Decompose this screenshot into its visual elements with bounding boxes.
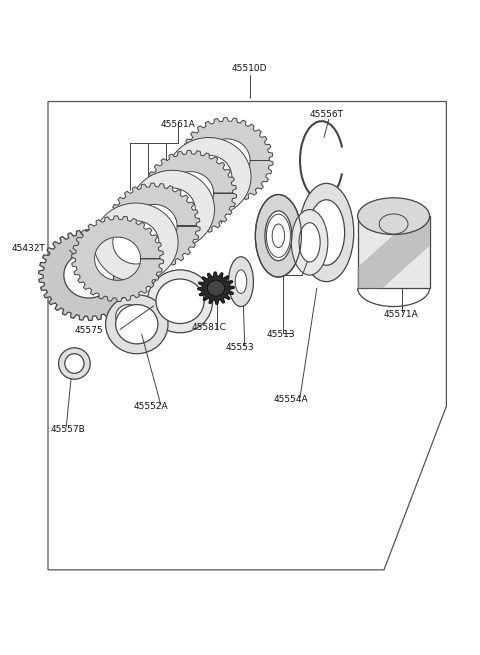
Text: 45553: 45553 [226,343,254,352]
Ellipse shape [272,224,285,248]
Polygon shape [39,230,139,320]
Ellipse shape [59,348,90,379]
Text: 45513: 45513 [266,329,295,339]
Ellipse shape [266,214,290,257]
Text: 45557B: 45557B [50,424,85,434]
Ellipse shape [167,138,251,216]
Ellipse shape [255,195,301,277]
Ellipse shape [291,210,328,275]
Ellipse shape [358,198,430,234]
Polygon shape [198,272,234,305]
Ellipse shape [113,221,159,264]
Ellipse shape [108,297,148,336]
Text: 45561A: 45561A [160,120,195,129]
Ellipse shape [147,270,213,333]
Ellipse shape [186,155,232,198]
Text: 45554A: 45554A [273,395,308,404]
Polygon shape [108,183,200,269]
Ellipse shape [308,200,345,265]
Ellipse shape [235,270,247,293]
Text: 45556T: 45556T [310,110,343,119]
Ellipse shape [94,203,178,282]
Ellipse shape [116,305,141,328]
Ellipse shape [207,280,225,296]
Text: 45432T: 45432T [12,244,46,253]
Polygon shape [48,102,446,570]
Ellipse shape [149,188,195,231]
Ellipse shape [106,295,168,354]
Ellipse shape [65,354,84,373]
Text: 45552A: 45552A [134,402,168,411]
Ellipse shape [299,223,320,262]
Polygon shape [181,118,273,203]
Ellipse shape [130,170,215,249]
Text: 45575: 45575 [74,326,103,335]
Ellipse shape [299,183,354,282]
Ellipse shape [228,257,253,307]
Polygon shape [144,151,237,236]
Polygon shape [72,216,164,301]
Text: 45581C: 45581C [192,323,226,332]
Polygon shape [358,216,430,288]
Text: 45571A: 45571A [384,310,418,319]
Ellipse shape [265,211,292,261]
Text: 45510D: 45510D [232,64,267,73]
Ellipse shape [156,279,204,324]
Ellipse shape [116,305,158,344]
